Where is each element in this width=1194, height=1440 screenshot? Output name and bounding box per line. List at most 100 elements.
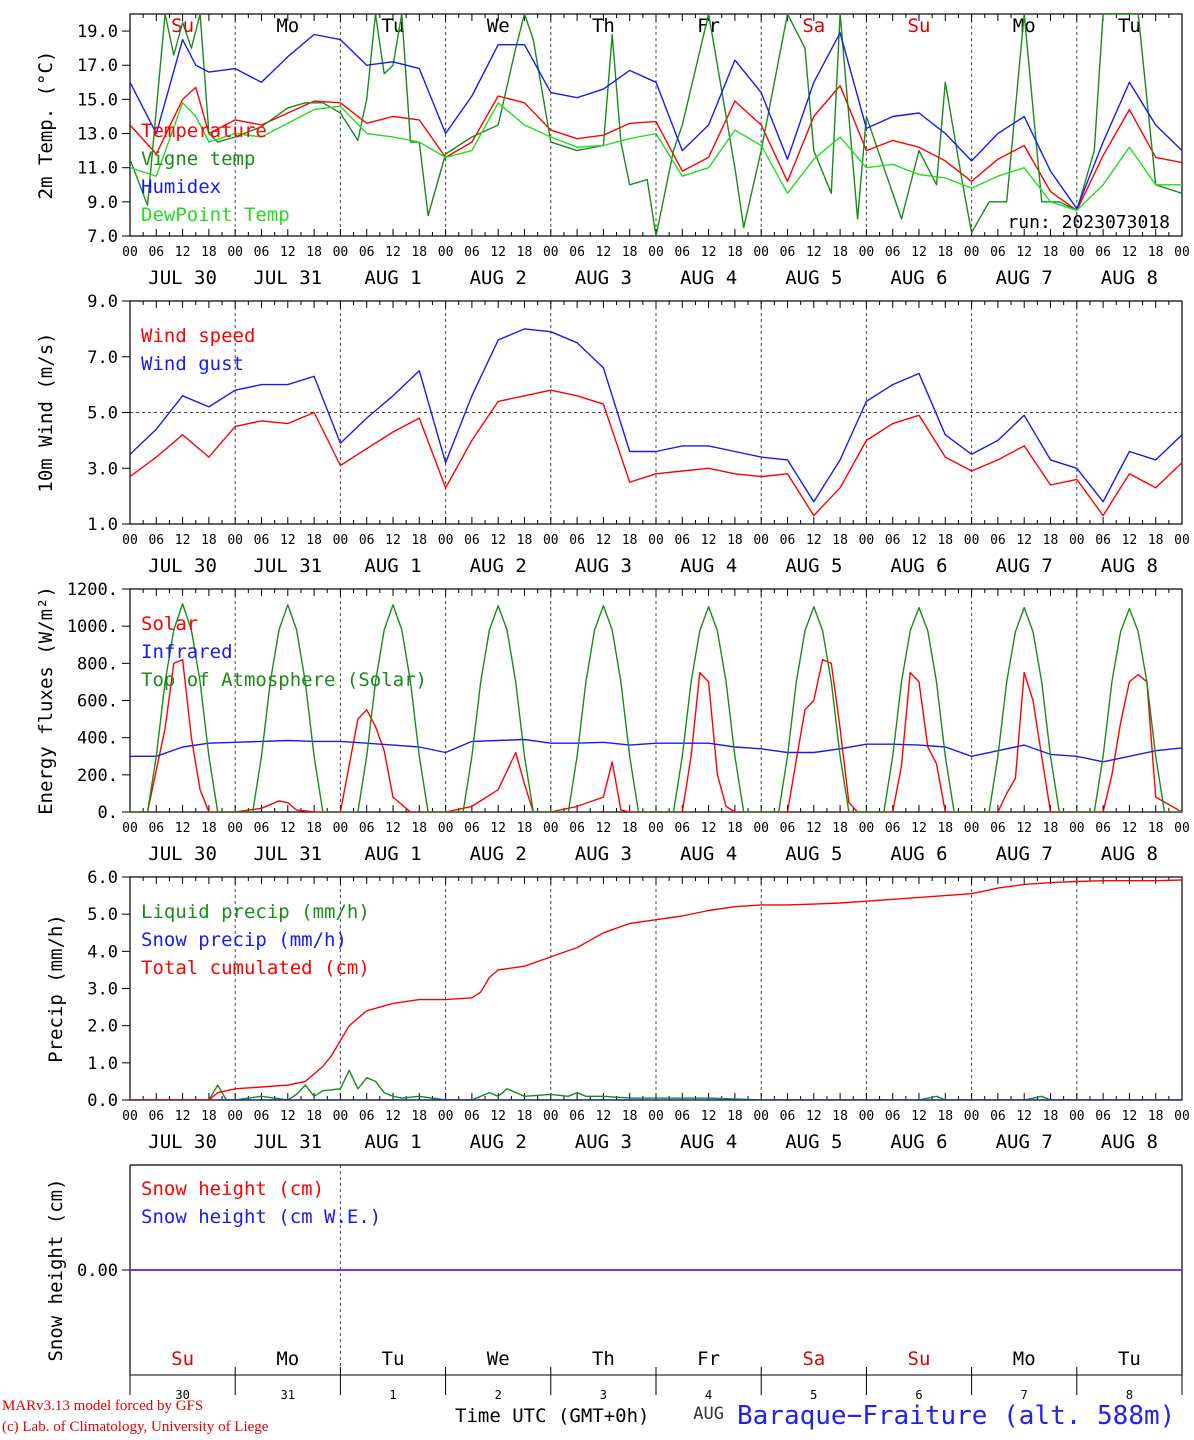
x-hour-label: 12 [1122,1109,1138,1124]
x-axis-title: Time UTC (GMT+0h) [455,1405,650,1427]
x-hour-label: 00 [438,245,454,260]
x-hour-label: 12 [490,1109,506,1124]
x-hour-label: 12 [911,533,927,548]
x-hour-label: 00 [859,245,875,260]
x-hour-label: 12 [701,533,717,548]
x-hour-label: 06 [674,821,690,836]
legend-entry: Solar [141,613,198,635]
x-hour-label: 18 [306,245,322,260]
y-tick-label: 400. [77,729,118,749]
x-hour-label: 00 [543,533,559,548]
x-hour-label: 00 [543,245,559,260]
x-hour-label: 00 [122,245,138,260]
weekday-label: Su [171,1348,194,1370]
y-tick-label: 5.0 [87,404,118,424]
x-hour-label: 00 [859,821,875,836]
x-hour-label: 12 [1016,533,1032,548]
x-hour-label: 18 [832,821,848,836]
x-day-number: 8 [1126,1388,1133,1402]
x-hour-label: 18 [306,1109,322,1124]
x-hour-label: 00 [964,1109,980,1124]
legend-entry: DewPoint Temp [141,204,290,226]
x-hour-label: 06 [1095,245,1111,260]
legend-entry: Snow height (cm) [141,1178,324,1200]
x-hour-label: 06 [359,533,375,548]
x-hour-label: 00 [1069,821,1085,836]
x-hour-label: 12 [1016,1109,1032,1124]
x-hour-label: 18 [517,821,533,836]
y-tick-label: 1000. [67,617,118,637]
x-hour-label: 12 [1016,245,1032,260]
credit-line-2: (c) Lab. of Climatology, University of L… [2,1419,269,1435]
x-hour-label: 12 [385,245,401,260]
x-hour-label: 18 [727,1109,743,1124]
x-hour-label: 00 [648,1109,664,1124]
panel-5: 0.00 30 31 1 2 3 4 5 6 7 8 AUG Su Mo Tu We Th Fr Sa Su Mo Tu S… [45,1164,1183,1424]
x-hour-label: 06 [359,821,375,836]
x-hour-label: 06 [359,1109,375,1124]
x-hour-label: 06 [464,245,480,260]
x-hour-label: 18 [622,1109,638,1124]
x-hour-label: 12 [280,245,296,260]
x-day-number: 1 [389,1388,396,1402]
y-tick-label: 2.0 [87,1017,118,1037]
x-hour-label: 00 [1069,533,1085,548]
x-hour-label: 06 [990,821,1006,836]
legend-entry: Snow height (cm W.E.) [141,1206,381,1228]
x-hour-label: 12 [596,821,612,836]
x-hour-label: 18 [622,245,638,260]
legend-entry: Infrared [141,641,233,663]
x-day-number: 4 [705,1388,712,1402]
y-tick-label: 6.0 [87,868,118,888]
weekday-label: Su [171,15,194,37]
x-day-label: AUG 8 [1101,555,1158,577]
x-day-label: AUG 2 [470,555,527,577]
weekday-label: Mo [1013,1348,1036,1370]
x-hour-label: 06 [254,821,270,836]
weekday-label: Mo [1013,15,1036,37]
x-hour-label: 12 [596,533,612,548]
x-hour-label: 18 [517,1109,533,1124]
x-hour-label: 12 [1016,821,1032,836]
x-hour-label: 18 [727,245,743,260]
x-day-label: AUG 1 [364,1131,421,1153]
series-line-humidex [130,32,1182,210]
x-hour-label: 18 [832,245,848,260]
x-day-label: AUG 2 [470,843,527,865]
series-group [130,328,1182,517]
x-hour-label: 00 [964,821,980,836]
x-hour-label: 00 [753,821,769,836]
y-tick-label: 200. [77,766,118,786]
weekday-label: Fr [697,1348,720,1370]
panel-3: 0. 200. 400. 600. 800. 1000. 1200. 00 06 12 18 00 06… [35,580,1190,865]
x-hour-label: 00 [438,821,454,836]
x-hour-label: 12 [596,1109,612,1124]
x-hour-label: 12 [175,1109,191,1124]
y-tick-label: 4.0 [87,942,118,962]
x-hour-label: 18 [1148,1109,1164,1124]
x-hour-label: 00 [333,1109,349,1124]
x-day-label: AUG 3 [575,267,632,289]
x-hour-label: 12 [596,245,612,260]
x-hour-label: 00 [122,533,138,548]
x-day-label: AUG 7 [996,555,1053,577]
x-hour-label: 12 [911,245,927,260]
y-tick-label: 5.0 [87,905,118,925]
x-hour-label: 00 [753,1109,769,1124]
plot-frame [129,588,1183,813]
x-day-label: AUG 8 [1101,843,1158,865]
x-month-label: AUG [693,1404,724,1424]
legend-entry: Top of Atmosphere (Solar) [141,669,427,691]
weekday-label: Fr [697,15,720,37]
x-day-label: JUL 31 [253,555,322,577]
panel-2: 1.0 3.0 5.0 7.0 9.0 00 06 12 18 00 06 12 18 00 06 12 18 0… [35,292,1190,577]
x-hour-label: 00 [543,1109,559,1124]
x-day-label: AUG 4 [680,843,737,865]
x-hour-label: 06 [569,533,585,548]
x-day-label: JUL 31 [253,1131,322,1153]
x-day-label: AUG 2 [470,267,527,289]
x-day-label: AUG 6 [890,843,947,865]
x-hour-label: 18 [1043,821,1059,836]
weekday-label: Sa [802,15,825,37]
